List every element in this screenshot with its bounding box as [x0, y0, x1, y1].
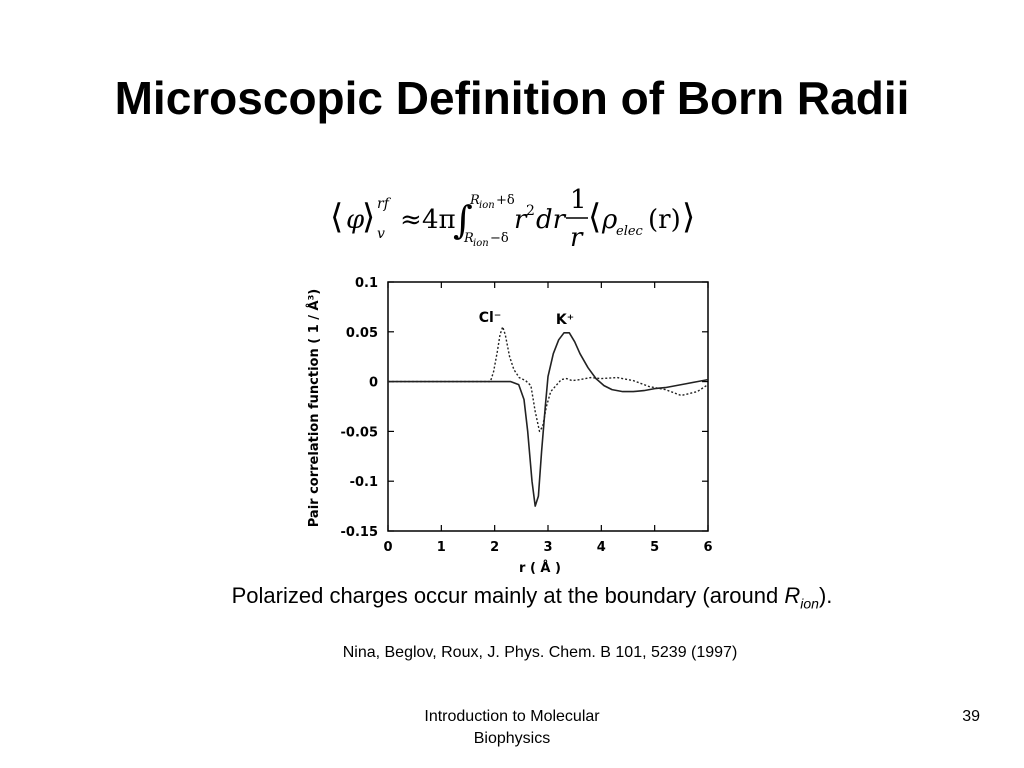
series-line-k [388, 332, 709, 507]
rho-right-angle-bracket: ⟩ [682, 197, 695, 237]
equation-r: r [514, 205, 528, 235]
y-tick-label: -0.1 [350, 475, 378, 490]
equation: ⟨ φ ⟩ rf v ≈ 4π ∫ R ion +δ R ion −δ r 2 … [330, 185, 695, 253]
slide-number: 39 [962, 708, 980, 725]
y-axis-ticks: 0.1 0.05 0 -0.05 -0.1 -0.15 [341, 276, 708, 540]
equation-power: 2 [526, 203, 535, 219]
caption-tail: ). [818, 583, 833, 608]
y-tick-label: 0.05 [346, 326, 378, 341]
x-tick-label: 3 [543, 540, 552, 555]
caption-symbol-sub: ion [800, 595, 819, 612]
footer-line-2: Biophysics [473, 730, 551, 747]
equation-rho: ρ [601, 205, 618, 235]
integral-upper-limit-sub: ion [479, 200, 495, 211]
y-tick-label: 0 [369, 376, 378, 391]
caption-text: Polarized charges occur mainly at the bo… [231, 583, 785, 608]
series-line-cl [388, 326, 709, 433]
y-tick-label: -0.05 [341, 425, 378, 440]
equation-superscript: rf [377, 196, 392, 212]
left-angle-bracket: ⟨ [330, 197, 343, 237]
x-tick-label: 6 [703, 540, 712, 555]
equation-argument: (r) [648, 205, 681, 235]
equation-approx: ≈ [400, 205, 422, 235]
x-tick-label: 5 [650, 540, 659, 555]
equation-integral: ∫ [453, 198, 473, 242]
integral-upper-limit-tail: +δ [496, 193, 515, 208]
equation-subscript: v [377, 226, 385, 242]
y-tick-label: -0.15 [341, 525, 378, 540]
caption: Polarized charges occur mainly at the bo… [0, 582, 1024, 617]
integral-lower-limit: R [463, 231, 474, 246]
integral-upper-limit: R [469, 193, 480, 208]
x-tick-label: 4 [597, 540, 606, 555]
fraction-denominator: r [570, 223, 584, 253]
equation-rho-subscript: elec [616, 224, 644, 239]
x-axis-label: r ( Å ) [519, 560, 561, 576]
integral-lower-limit-sub: ion [473, 238, 489, 249]
plot-frame [387, 281, 709, 532]
x-axis-ticks: 0 1 2 3 4 5 6 [383, 282, 713, 555]
x-tick-label: 2 [490, 540, 499, 555]
y-axis-label: Pair correlation function ( 1 / Å³) [306, 289, 322, 528]
series-layer [388, 326, 709, 507]
citation: Nina, Beglov, Roux, J. Phys. Chem. B 101… [342, 644, 738, 661]
equation-phi: φ [346, 205, 365, 235]
series-label-cl: Cl⁻ [479, 310, 501, 326]
series-label-k: K⁺ [556, 312, 574, 328]
caption-symbol: R [784, 583, 801, 608]
x-tick-label: 1 [437, 540, 446, 555]
pair-correlation-chart: 0.1 0.05 0 -0.05 -0.1 -0.15 0 1 2 3 4 5 6 Pair corr… [306, 276, 713, 576]
x-tick-label: 0 [383, 540, 392, 555]
integral-lower-limit-tail: −δ [490, 231, 509, 246]
y-tick-label: 0.1 [355, 276, 378, 291]
footer: Introduction to Molecular Biophysics [382, 706, 642, 750]
right-angle-bracket: ⟩ [362, 197, 375, 237]
footer-line-1: Introduction to Molecular [424, 708, 600, 725]
equation-coefficient: 4π [422, 205, 456, 235]
equation-dr: dr [536, 205, 567, 235]
rho-left-angle-bracket: ⟨ [588, 197, 601, 237]
fraction-numerator: 1 [570, 185, 587, 215]
slide-title: Microscopic Definition of Born Radii [114, 72, 910, 124]
